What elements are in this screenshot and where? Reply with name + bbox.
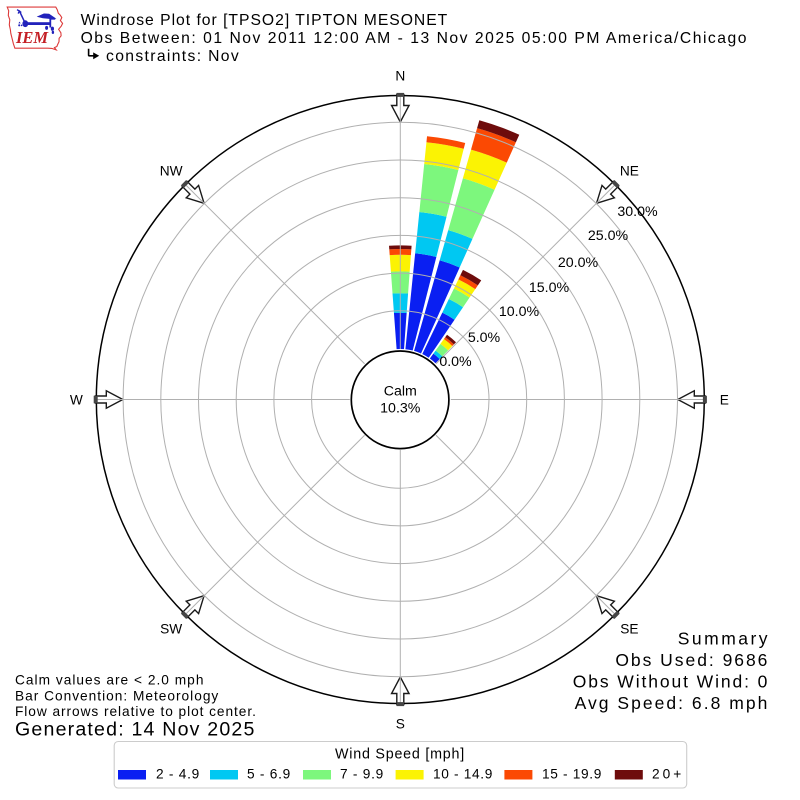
svg-text:Flow arrows relative to plot c: Flow arrows relative to plot center. (15, 704, 257, 719)
svg-text:Avg Speed: 6.8 mph: Avg Speed: 6.8 mph (575, 693, 770, 713)
svg-text:20.0%: 20.0% (558, 255, 599, 271)
svg-text:W: W (70, 393, 83, 408)
svg-text:IEM: IEM (15, 28, 49, 47)
svg-text:Generated: 14 Nov 2025: Generated: 14 Nov 2025 (15, 719, 256, 741)
svg-text:N: N (395, 69, 405, 84)
svg-text:5 - 6.9: 5 - 6.9 (247, 767, 291, 782)
svg-text:5.0%: 5.0% (468, 330, 501, 346)
svg-text:Calm values are < 2.0 mph: Calm values are < 2.0 mph (15, 673, 204, 688)
svg-text:Obs Without Wind: 0: Obs Without Wind: 0 (573, 671, 770, 691)
svg-text:10 - 14.9: 10 - 14.9 (433, 767, 493, 782)
svg-text:Calm: Calm (384, 383, 417, 399)
svg-text:25.0%: 25.0% (588, 228, 629, 244)
svg-text:Bar Convention: Meteorology: Bar Convention: Meteorology (15, 688, 219, 703)
svg-text:Wind Speed [mph]: Wind Speed [mph] (335, 747, 465, 763)
svg-text:Windrose Plot for [TPSO2] TIPT: Windrose Plot for [TPSO2] TIPTON MESONET (81, 12, 449, 29)
svg-text:Summary: Summary (678, 629, 770, 649)
svg-text:10.3%: 10.3% (380, 401, 421, 417)
svg-text:NE: NE (620, 163, 639, 178)
svg-text:7 - 9.9: 7 - 9.9 (340, 767, 384, 782)
svg-text:SW: SW (160, 622, 182, 637)
svg-text:15 - 19.9: 15 - 19.9 (542, 767, 602, 782)
svg-text:Obs Between: 01 Nov 2011 12:00: Obs Between: 01 Nov 2011 12:00 AM - 13 N… (81, 30, 748, 47)
svg-text:NW: NW (160, 163, 183, 178)
svg-text:30.0%: 30.0% (617, 204, 658, 220)
svg-text:10.0%: 10.0% (499, 304, 540, 320)
svg-text:constraints: Nov: constraints: Nov (106, 48, 240, 65)
svg-text:S: S (396, 717, 405, 732)
svg-text:SE: SE (620, 622, 638, 637)
svg-text:15.0%: 15.0% (529, 280, 570, 296)
svg-text:E: E (720, 393, 729, 408)
svg-text:2 - 4.9: 2 - 4.9 (156, 767, 200, 782)
svg-text:20+: 20+ (652, 767, 684, 782)
svg-text:Obs Used: 9686: Obs Used: 9686 (615, 650, 769, 670)
svg-text:0.0%: 0.0% (439, 354, 472, 370)
